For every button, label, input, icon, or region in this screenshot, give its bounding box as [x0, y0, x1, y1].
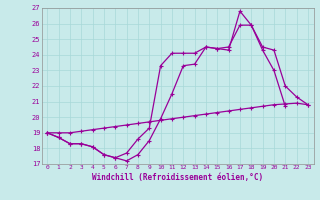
X-axis label: Windchill (Refroidissement éolien,°C): Windchill (Refroidissement éolien,°C) [92, 173, 263, 182]
